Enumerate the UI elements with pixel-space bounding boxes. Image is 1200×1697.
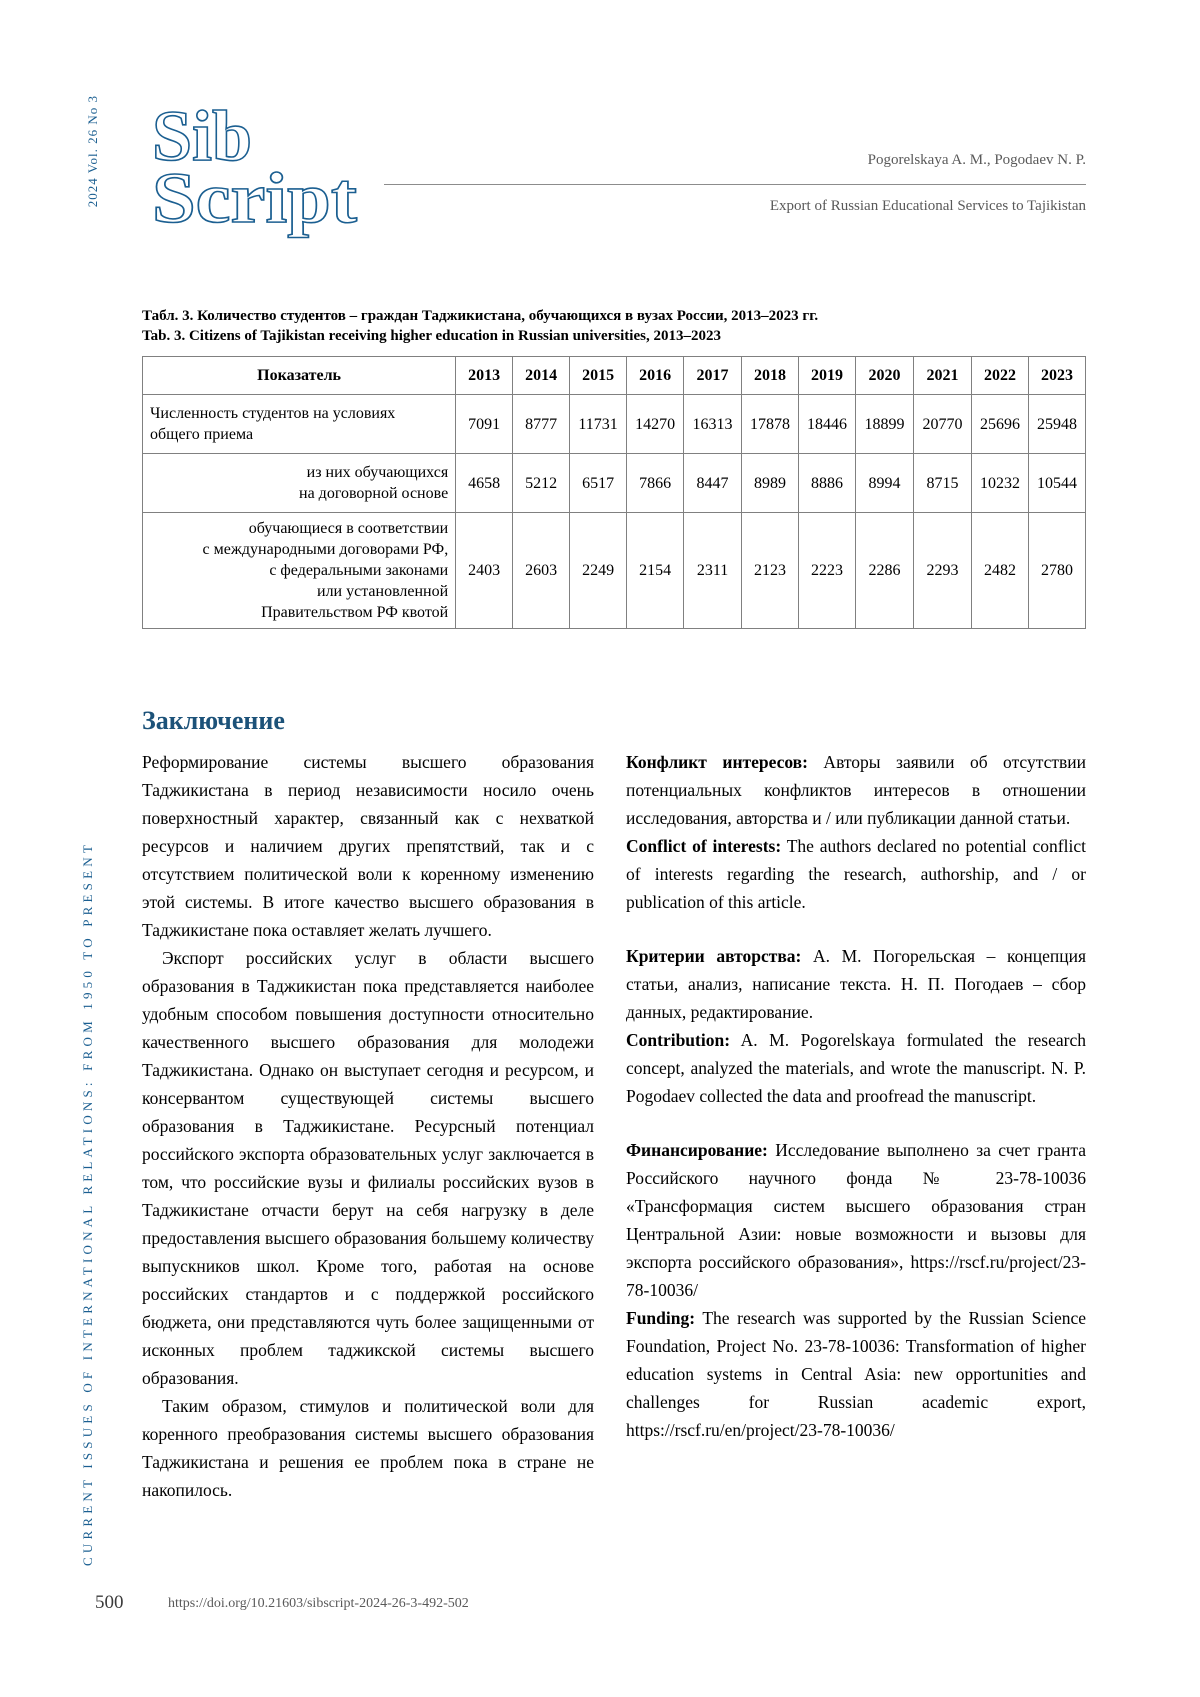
svg-text:Script: Script (152, 158, 357, 238)
